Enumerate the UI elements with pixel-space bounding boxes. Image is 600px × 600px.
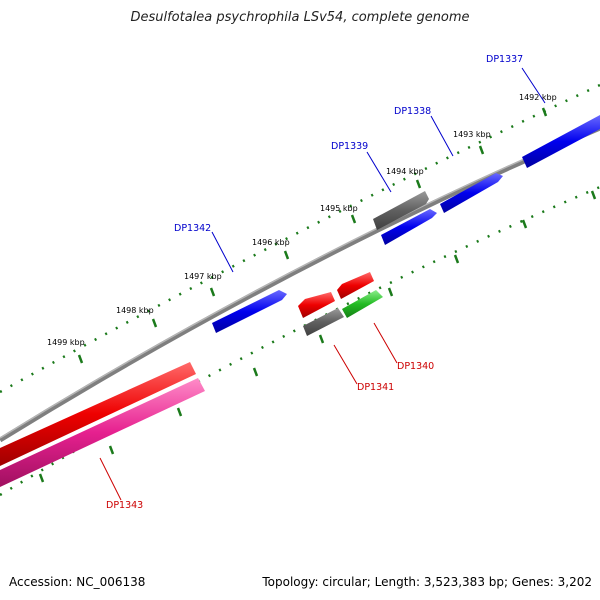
gene-dp1341-arrow[interactable] bbox=[298, 292, 335, 318]
genome-backbone bbox=[0, 125, 600, 443]
gene-label-dp1340[interactable]: DP1340 bbox=[397, 361, 434, 372]
reverse-scale-major-ticks bbox=[38, 190, 597, 483]
reverse-scale-dots bbox=[0, 185, 600, 497]
gene-dp1339-arrow[interactable] bbox=[381, 209, 437, 245]
scale-label-1494: 1494 kbp bbox=[386, 167, 424, 176]
scale-label-1495: 1495 kbp bbox=[320, 204, 358, 213]
topology-summary-text: Topology: circular; Length: 3,523,383 bp… bbox=[262, 575, 592, 589]
scale-label-1493: 1493 kbp bbox=[453, 130, 491, 139]
label-leader-lines bbox=[99, 67, 546, 501]
gene-dp1343-magenta-arrow[interactable] bbox=[0, 378, 205, 487]
scale-label-1492: 1492 kbp bbox=[519, 93, 557, 102]
forward-scale-major-ticks bbox=[77, 107, 548, 364]
gene-dp1340-green-arrow[interactable] bbox=[342, 290, 383, 318]
scale-label-1498: 1498 kbp bbox=[116, 306, 154, 315]
gene-gray-forward-arrow[interactable] bbox=[373, 191, 429, 230]
gene-label-dp1342[interactable]: DP1342 bbox=[174, 223, 211, 234]
scale-label-1499: 1499 kbp bbox=[47, 338, 85, 347]
gene-dp1342-arrow[interactable] bbox=[212, 290, 287, 333]
gene-dp1340-red-arrow[interactable] bbox=[337, 272, 374, 299]
gene-label-dp1343[interactable]: DP1343 bbox=[106, 500, 143, 511]
gene-label-dp1339[interactable]: DP1339 bbox=[331, 141, 368, 152]
page-title: Desulfotalea psychrophila LSv54, complet… bbox=[130, 10, 470, 25]
gene-label-dp1341[interactable]: DP1341 bbox=[357, 382, 394, 393]
gene-label-dp1337[interactable]: DP1337 bbox=[486, 54, 523, 65]
gene-gray-reverse-arrow[interactable] bbox=[303, 308, 344, 336]
gene-dp1343-red-arrow[interactable] bbox=[0, 362, 196, 466]
scale-label-1497: 1497 kbp bbox=[184, 272, 222, 281]
accession-text: Accession: NC_006138 bbox=[9, 575, 146, 589]
gene-dp1337-arrow[interactable] bbox=[522, 115, 600, 168]
gene-label-dp1338[interactable]: DP1338 bbox=[394, 106, 431, 117]
forward-scale-dots bbox=[0, 83, 600, 394]
scale-label-1496: 1496 kbp bbox=[252, 238, 290, 247]
gene-dp1338-arrow[interactable] bbox=[440, 173, 503, 213]
